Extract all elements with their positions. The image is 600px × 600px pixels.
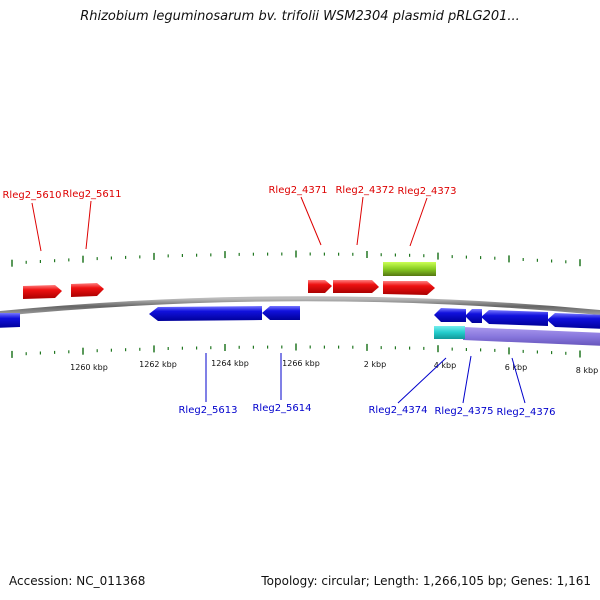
scale-label: 8 kbp bbox=[576, 366, 598, 375]
gene-label-rleg2-5611[interactable]: Rleg2_5611 bbox=[62, 189, 121, 200]
gene-arrow-rleg2-5614[interactable] bbox=[262, 306, 300, 320]
accession-text: Accession: NC_011368 bbox=[9, 574, 146, 588]
gene-label-rleg2-5613[interactable]: Rleg2_5613 bbox=[178, 405, 237, 416]
scale-label: 1264 kbp bbox=[211, 359, 249, 368]
gene-arrow-rleg2-4373[interactable] bbox=[383, 281, 435, 295]
gene-arrow-rleg2-4375[interactable] bbox=[465, 309, 482, 323]
gene-label-rleg2-5614[interactable]: Rleg2_5614 bbox=[252, 403, 311, 414]
leader-line bbox=[409, 197, 428, 247]
leader-line bbox=[462, 355, 472, 404]
scale-label: 1260 kbp bbox=[70, 363, 108, 372]
gene-arrow-rleg2-4376[interactable] bbox=[481, 310, 548, 326]
gene-arrow-rleg2-5613[interactable] bbox=[149, 306, 262, 321]
gene-arrow-rleg2-4374[interactable] bbox=[434, 308, 466, 322]
scale-label: 1266 kbp bbox=[282, 359, 320, 368]
reverse-genes bbox=[0, 306, 600, 346]
scale-label: 6 kbp bbox=[505, 363, 527, 372]
gene-arrow-rleg2-5610[interactable] bbox=[23, 285, 62, 299]
label-leader-lines bbox=[31, 196, 526, 404]
leader-line bbox=[300, 196, 322, 246]
gene-arrow-rleg2-5611[interactable] bbox=[71, 283, 104, 297]
scale-label: 1262 kbp bbox=[139, 360, 177, 369]
map-title: Rhizobium leguminosarum bv. trifolii WSM… bbox=[80, 9, 520, 24]
feature-highlight-cyan[interactable] bbox=[434, 326, 465, 339]
feature-highlight-green[interactable] bbox=[383, 262, 436, 276]
gene-labels-bottom: Rleg2_5613 Rleg2_5614 Rleg2_4374 Rleg2_4… bbox=[178, 403, 555, 418]
gene-arrow-rleg2-4371[interactable] bbox=[308, 280, 332, 293]
gene-labels-top: Rleg2_5610 Rleg2_5611 Rleg2_4371 Rleg2_4… bbox=[2, 185, 456, 201]
gene-label-rleg2-4374[interactable]: Rleg2_4374 bbox=[368, 405, 427, 416]
gene-arrow-rleg2-4372[interactable] bbox=[333, 280, 379, 293]
gene-label-rleg2-4373[interactable]: Rleg2_4373 bbox=[397, 186, 456, 197]
leader-line bbox=[397, 357, 447, 404]
scale-label: 4 kbp bbox=[434, 361, 456, 370]
gene-label-rleg2-4376[interactable]: Rleg2_4376 bbox=[496, 407, 555, 418]
forward-genes bbox=[23, 262, 436, 299]
gene-label-rleg2-5610[interactable]: Rleg2_5610 bbox=[2, 190, 61, 201]
genome-backbone bbox=[0, 296, 600, 317]
tick-marks-top bbox=[11, 250, 581, 267]
gene-arrow-left-edge[interactable] bbox=[0, 313, 20, 328]
scale-labels: 1260 kbp 1262 kbp 1264 kbp 1266 kbp 2 kb… bbox=[70, 359, 598, 375]
gene-label-rleg2-4372[interactable]: Rleg2_4372 bbox=[335, 185, 394, 196]
scale-label: 2 kbp bbox=[364, 360, 386, 369]
feature-highlight-purple[interactable] bbox=[463, 327, 600, 346]
tick-marks-bottom bbox=[11, 343, 581, 358]
topology-text: Topology: circular; Length: 1,266,105 bp… bbox=[261, 574, 591, 588]
leader-line bbox=[31, 202, 42, 252]
gene-label-rleg2-4375[interactable]: Rleg2_4375 bbox=[434, 406, 493, 417]
leader-line bbox=[511, 357, 526, 404]
leader-line bbox=[356, 196, 364, 246]
leader-line bbox=[85, 200, 92, 250]
gene-label-rleg2-4371[interactable]: Rleg2_4371 bbox=[268, 185, 327, 196]
gene-arrow-right-edge[interactable] bbox=[547, 313, 600, 329]
